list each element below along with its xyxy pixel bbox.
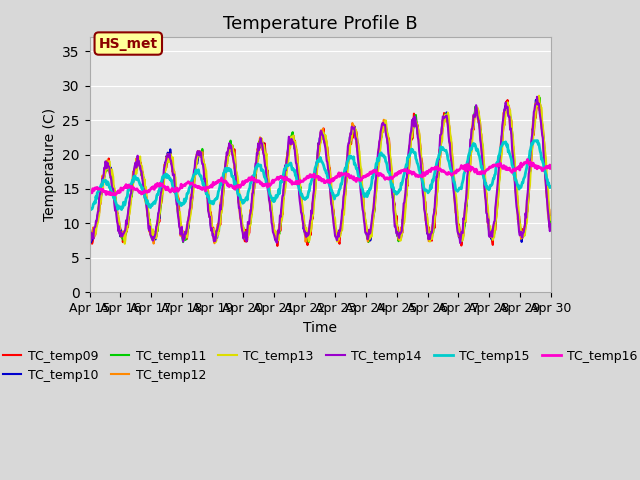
TC_temp13 (390, 188, 397, 194)
Legend: TC_temp09, TC_temp10, TC_temp11, TC_temp12, TC_temp13, TC_temp14, TC_temp15, TC_: TC_temp09, TC_temp10, TC_temp11, TC_temp… (0, 345, 640, 387)
TC_temp16 (524, 156, 531, 162)
TC_temp15 (389, 184, 397, 190)
TC_temp16 (547, 166, 554, 171)
TC_temp14 (376, 139, 383, 144)
TC_temp16 (94, 186, 102, 192)
TC_temp15 (212, 195, 220, 201)
TC_temp16 (213, 180, 221, 185)
TC_temp11 (547, 226, 554, 231)
TC_temp14 (188, 186, 196, 192)
TC_temp13 (376, 149, 384, 155)
TC_temp10 (95, 207, 102, 213)
TC_temp15 (530, 138, 538, 144)
TC_temp10 (547, 223, 554, 228)
TC_temp11 (376, 148, 384, 154)
TC_temp10 (142, 198, 150, 204)
TC_temp12 (150, 240, 157, 246)
TC_temp15 (188, 177, 196, 182)
TC_temp09 (390, 189, 397, 194)
TC_temp10 (87, 240, 95, 245)
TC_temp15 (547, 184, 554, 190)
Line: TC_temp16: TC_temp16 (90, 159, 550, 195)
TC_temp10 (376, 142, 384, 148)
TC_temp10 (533, 96, 541, 102)
X-axis label: Time: Time (303, 321, 337, 335)
TC_temp12 (189, 179, 196, 184)
TC_temp13 (189, 193, 196, 199)
TC_temp12 (547, 227, 554, 232)
Title: Temperature Profile B: Temperature Profile B (223, 15, 417, 33)
TC_temp12 (86, 232, 93, 238)
TC_temp13 (94, 220, 102, 226)
TC_temp14 (533, 94, 541, 100)
TC_temp14 (456, 240, 464, 246)
TC_temp10 (213, 235, 221, 241)
TC_temp16 (189, 181, 196, 187)
TC_temp12 (213, 224, 221, 230)
TC_temp11 (86, 231, 93, 237)
Text: HS_met: HS_met (99, 36, 158, 50)
TC_temp16 (390, 174, 397, 180)
TC_temp12 (532, 99, 540, 105)
TC_temp11 (390, 191, 397, 197)
TC_temp09 (376, 138, 384, 144)
TC_temp14 (94, 209, 102, 215)
TC_temp09 (212, 234, 220, 240)
TC_temp14 (141, 196, 149, 202)
Y-axis label: Temperature (C): Temperature (C) (43, 108, 56, 221)
Line: TC_temp15: TC_temp15 (90, 141, 550, 210)
TC_temp09 (188, 199, 196, 204)
TC_temp15 (141, 194, 149, 200)
Line: TC_temp09: TC_temp09 (90, 97, 550, 246)
TC_temp16 (376, 172, 384, 178)
TC_temp11 (179, 239, 187, 245)
TC_temp09 (141, 187, 149, 193)
TC_temp09 (94, 212, 102, 218)
TC_temp11 (536, 95, 543, 100)
TC_temp13 (535, 93, 543, 98)
TC_temp10 (189, 182, 196, 188)
TC_temp16 (142, 189, 150, 194)
TC_temp10 (86, 230, 93, 236)
TC_temp11 (94, 215, 102, 221)
TC_temp11 (189, 184, 196, 190)
Line: TC_temp14: TC_temp14 (90, 97, 550, 243)
TC_temp14 (389, 193, 397, 199)
Line: TC_temp11: TC_temp11 (90, 97, 550, 242)
TC_temp15 (376, 154, 383, 159)
TC_temp09 (534, 95, 542, 100)
TC_temp12 (94, 213, 102, 219)
TC_temp13 (121, 241, 129, 247)
TC_temp14 (86, 229, 93, 235)
TC_temp09 (273, 243, 281, 249)
TC_temp14 (547, 221, 554, 227)
TC_temp09 (86, 227, 93, 232)
TC_temp12 (376, 138, 384, 144)
TC_temp15 (94, 189, 102, 195)
TC_temp13 (213, 230, 221, 236)
TC_temp09 (547, 225, 554, 230)
TC_temp16 (111, 192, 119, 198)
TC_temp10 (390, 192, 397, 198)
TC_temp13 (547, 215, 554, 220)
TC_temp12 (390, 198, 397, 204)
TC_temp12 (141, 196, 149, 202)
Line: TC_temp13: TC_temp13 (90, 96, 550, 244)
TC_temp11 (213, 232, 221, 238)
Line: TC_temp10: TC_temp10 (90, 99, 550, 242)
TC_temp15 (86, 207, 93, 213)
TC_temp13 (142, 184, 150, 190)
TC_temp13 (86, 226, 93, 231)
TC_temp11 (141, 190, 149, 196)
TC_temp14 (212, 228, 220, 234)
Line: TC_temp12: TC_temp12 (90, 102, 550, 243)
TC_temp16 (86, 190, 93, 195)
